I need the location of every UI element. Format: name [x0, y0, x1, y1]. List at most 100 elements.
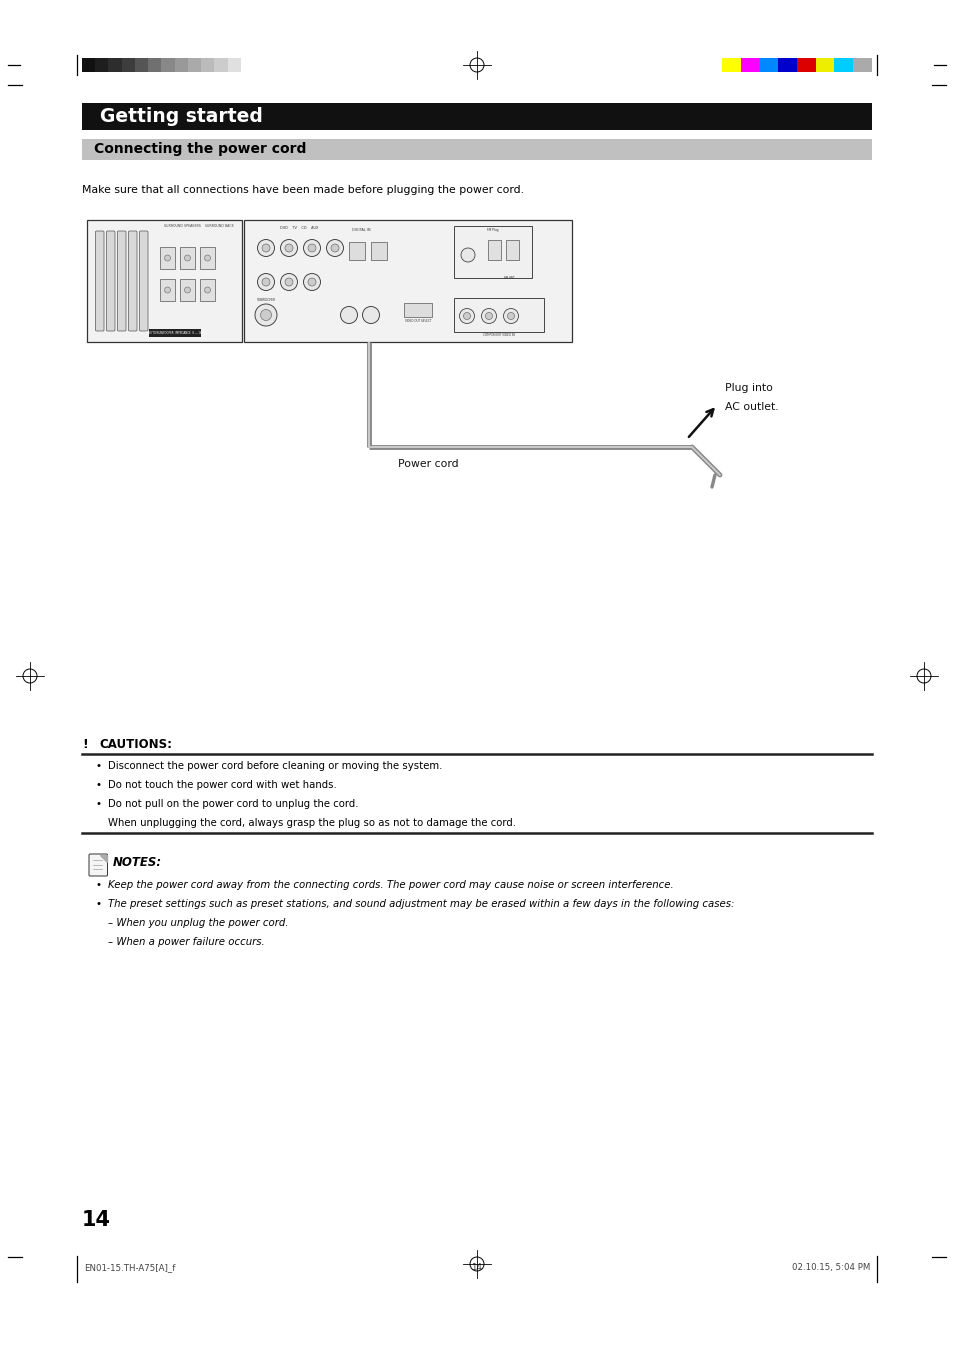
Bar — [161, 58, 174, 72]
Circle shape — [257, 239, 274, 257]
Bar — [834, 58, 852, 72]
Text: !: ! — [82, 738, 88, 750]
Bar — [371, 242, 387, 260]
FancyBboxPatch shape — [117, 231, 126, 331]
Bar — [349, 242, 365, 260]
Circle shape — [262, 279, 270, 287]
Bar — [95, 58, 109, 72]
Circle shape — [164, 256, 171, 261]
Text: •: • — [95, 780, 101, 790]
Circle shape — [285, 279, 293, 287]
Text: SUBWOOFER: SUBWOOFER — [256, 297, 275, 301]
Circle shape — [331, 243, 338, 251]
Text: – When you unplug the power cord.: – When you unplug the power cord. — [108, 918, 288, 927]
Bar — [82, 138, 871, 160]
Text: Do not pull on the power cord to unplug the cord.: Do not pull on the power cord to unplug … — [108, 799, 358, 808]
Circle shape — [481, 308, 496, 323]
Circle shape — [303, 239, 320, 257]
Text: •: • — [95, 899, 101, 909]
Bar — [454, 297, 543, 333]
Circle shape — [184, 287, 191, 293]
Bar — [454, 226, 532, 279]
Circle shape — [308, 279, 315, 287]
Text: 02.10.15, 5:04 PM: 02.10.15, 5:04 PM — [791, 1263, 869, 1272]
Text: EN01-15.TH-A75[A]_f: EN01-15.TH-A75[A]_f — [84, 1263, 175, 1272]
Bar — [160, 279, 174, 301]
Circle shape — [280, 273, 297, 291]
Bar — [122, 58, 134, 72]
Bar — [228, 58, 240, 72]
Polygon shape — [99, 854, 107, 863]
Text: •: • — [95, 880, 101, 890]
Bar — [778, 58, 796, 72]
Text: When unplugging the cord, always grasp the plug so as not to damage the cord.: When unplugging the cord, always grasp t… — [108, 818, 516, 827]
Bar — [82, 104, 871, 130]
Bar — [796, 58, 815, 72]
Circle shape — [340, 307, 357, 323]
Text: •: • — [95, 761, 101, 771]
Circle shape — [164, 287, 171, 293]
Text: NOTES:: NOTES: — [112, 856, 162, 869]
Text: AC outlet.: AC outlet. — [724, 402, 778, 412]
Circle shape — [460, 247, 475, 262]
Bar — [505, 241, 518, 260]
Bar — [134, 58, 148, 72]
Text: – When a power failure occurs.: – When a power failure occurs. — [108, 937, 265, 946]
Circle shape — [326, 239, 343, 257]
Circle shape — [362, 307, 379, 323]
Circle shape — [303, 273, 320, 291]
Text: AM ANT: AM ANT — [503, 276, 514, 280]
Circle shape — [463, 312, 470, 319]
Circle shape — [280, 239, 297, 257]
Text: DVD    TV    CD    AUX: DVD TV CD AUX — [279, 226, 318, 230]
Text: •: • — [95, 799, 101, 808]
Text: Disconnect the power cord before cleaning or moving the system.: Disconnect the power cord before cleanin… — [108, 761, 442, 771]
Circle shape — [459, 308, 474, 323]
Bar — [87, 220, 242, 342]
Bar — [200, 247, 214, 269]
Circle shape — [507, 312, 514, 319]
Bar — [244, 220, 572, 342]
FancyBboxPatch shape — [95, 231, 104, 331]
Bar — [82, 58, 95, 72]
Text: COMPONENT VIDEO IN: COMPONENT VIDEO IN — [482, 333, 515, 337]
FancyBboxPatch shape — [89, 854, 108, 876]
Text: SURROUND SPEAKERS    SURROUND BACK: SURROUND SPEAKERS SURROUND BACK — [164, 224, 233, 228]
Bar — [403, 303, 432, 316]
Circle shape — [485, 312, 492, 319]
Bar — [200, 279, 214, 301]
Bar — [759, 58, 778, 72]
Circle shape — [184, 256, 191, 261]
Bar — [180, 279, 194, 301]
Text: Getting started: Getting started — [100, 107, 263, 126]
Bar — [240, 58, 253, 72]
Circle shape — [503, 308, 518, 323]
Text: Power cord: Power cord — [398, 458, 458, 469]
Bar — [201, 58, 214, 72]
Text: FM Plug: FM Plug — [487, 228, 498, 233]
Circle shape — [285, 243, 293, 251]
FancyBboxPatch shape — [129, 231, 137, 331]
Circle shape — [308, 243, 315, 251]
FancyBboxPatch shape — [107, 231, 115, 331]
Bar — [160, 247, 174, 269]
Text: 14: 14 — [471, 1263, 482, 1272]
Text: VIDEO OUT SELECT: VIDEO OUT SELECT — [404, 319, 431, 323]
Circle shape — [260, 310, 272, 320]
Text: 14: 14 — [82, 1210, 111, 1230]
Bar — [740, 58, 759, 72]
Bar — [109, 58, 122, 72]
Text: CAUTIONS:: CAUTIONS: — [99, 738, 172, 750]
Text: Do not touch the power cord with wet hands.: Do not touch the power cord with wet han… — [108, 780, 336, 790]
Text: Make sure that all connections have been made before plugging the power cord.: Make sure that all connections have been… — [82, 185, 523, 195]
Circle shape — [254, 304, 276, 326]
Circle shape — [257, 273, 274, 291]
Bar — [214, 58, 228, 72]
Bar — [488, 241, 500, 260]
Text: Plug into: Plug into — [724, 383, 772, 393]
Text: Keep the power cord away from the connecting cords. The power cord may cause noi: Keep the power cord away from the connec… — [108, 880, 673, 890]
Text: DIGITAL IN: DIGITAL IN — [352, 228, 370, 233]
Text: CAN TO/SUBWOOFER  IMPEDANCE  8 — 16 Ω: CAN TO/SUBWOOFER IMPEDANCE 8 — 16 Ω — [146, 331, 204, 335]
Bar — [721, 58, 740, 72]
Circle shape — [204, 256, 211, 261]
